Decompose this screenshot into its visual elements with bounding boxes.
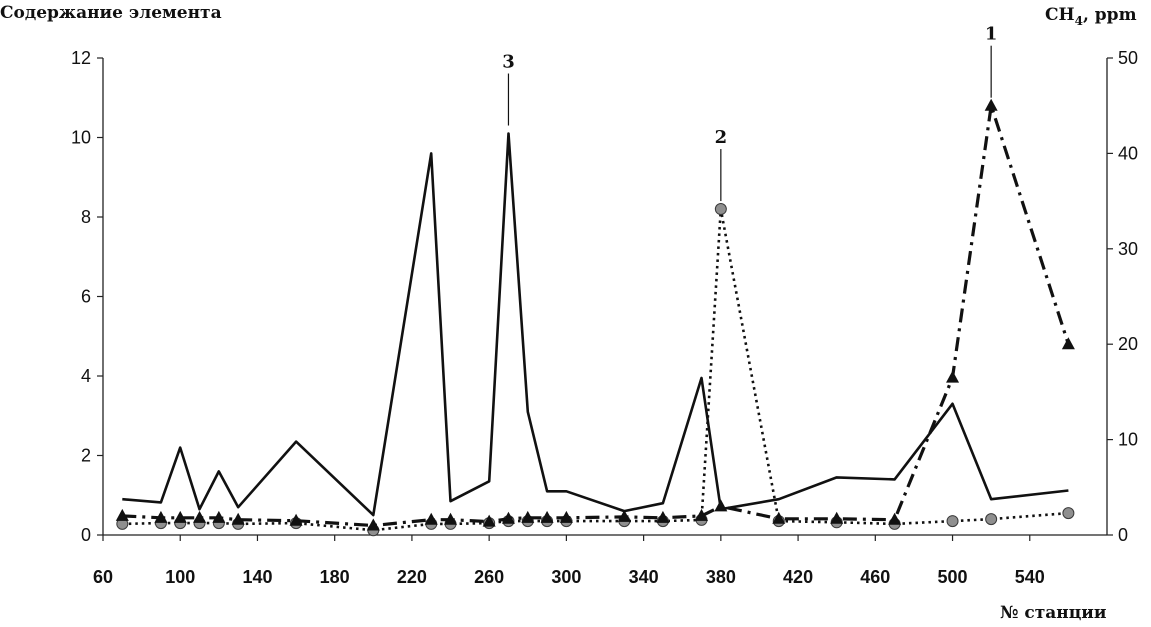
series-2-marker <box>714 203 727 216</box>
x-tick-label: 420 <box>783 567 813 587</box>
series-3-marker <box>559 510 573 523</box>
x-tick-label: 180 <box>320 567 350 587</box>
y-right-tick-label: 20 <box>1118 334 1138 354</box>
series-3-marker <box>617 509 631 522</box>
series-3-marker <box>444 512 458 525</box>
y-left-tick-label: 2 <box>81 446 91 466</box>
annotation-label: 3 <box>502 52 515 73</box>
y-left-tick-label: 12 <box>71 48 91 68</box>
series-2-marker <box>1062 507 1075 520</box>
series-3-marker <box>521 510 535 523</box>
y-left-tick-label: 10 <box>71 128 91 148</box>
series-1-line <box>122 132 1069 517</box>
series-3-marker <box>115 508 129 521</box>
y-right-tick-label: 10 <box>1118 430 1138 450</box>
x-axis-title: № станции <box>1000 603 1107 623</box>
series-3-marker <box>984 98 998 111</box>
series-3-marker <box>366 518 380 531</box>
series-3-marker <box>193 510 207 523</box>
x-tick-label: 540 <box>1015 567 1045 587</box>
series-3-marker <box>154 510 168 523</box>
series-3-marker <box>231 512 245 525</box>
annotation-layer: 3 2 1 <box>502 24 998 202</box>
series-2-marker <box>985 513 998 526</box>
y-left-axis-title: Содержание элемента <box>0 3 222 23</box>
y-right-tick-label: 0 <box>1118 525 1128 545</box>
y-left-tick-label: 4 <box>81 366 91 386</box>
x-tick-label: 300 <box>551 567 581 587</box>
x-tick-label: 380 <box>706 567 736 587</box>
y-right-axis-title: CH4, ppm <box>1045 5 1137 28</box>
series-2-marker <box>946 515 959 528</box>
series-3-marker <box>424 512 438 525</box>
series-3-marker <box>173 510 187 523</box>
x-tick-label: 220 <box>397 567 427 587</box>
series-3-marker <box>501 511 515 524</box>
x-tick-label: 100 <box>165 567 195 587</box>
series-3-marker <box>482 514 496 527</box>
x-tick-label: 460 <box>860 567 890 587</box>
y-left-tick-label: 8 <box>81 207 91 227</box>
series-2-line <box>122 207 1069 532</box>
series-layer <box>115 98 1075 537</box>
series-3-marker <box>830 511 844 524</box>
axes: 0 2 4 6 8 10 12 0 10 20 30 40 50 60 100 140 180 220 260 300… <box>71 48 1138 587</box>
series-3-marker <box>772 511 786 524</box>
x-tick-label: 140 <box>242 567 272 587</box>
annotation-label: 1 <box>985 24 998 45</box>
series-3-marker <box>695 508 709 521</box>
y-right-tick-label: 40 <box>1118 143 1138 163</box>
y-left-tick-label: 6 <box>81 287 91 307</box>
x-tick-label: 500 <box>938 567 968 587</box>
series-3-line <box>122 104 1070 528</box>
series-3-marker <box>289 513 303 526</box>
y-left-tick-label: 0 <box>81 525 91 545</box>
series-3-marker <box>212 510 226 523</box>
y-right-tick-label: 30 <box>1118 239 1138 259</box>
series-3-marker <box>540 510 554 523</box>
x-tick-label: 340 <box>629 567 659 587</box>
series-3-marker <box>714 499 728 512</box>
annotation-label: 2 <box>715 127 728 148</box>
series-3-marker <box>1061 337 1075 350</box>
y-right-tick-label: 50 <box>1118 48 1138 68</box>
x-tick-label: 60 <box>93 567 113 587</box>
series-3-marker <box>946 370 960 383</box>
x-tick-label: 260 <box>474 567 504 587</box>
series-3-marker <box>656 510 670 523</box>
series-3-marker <box>888 512 902 525</box>
